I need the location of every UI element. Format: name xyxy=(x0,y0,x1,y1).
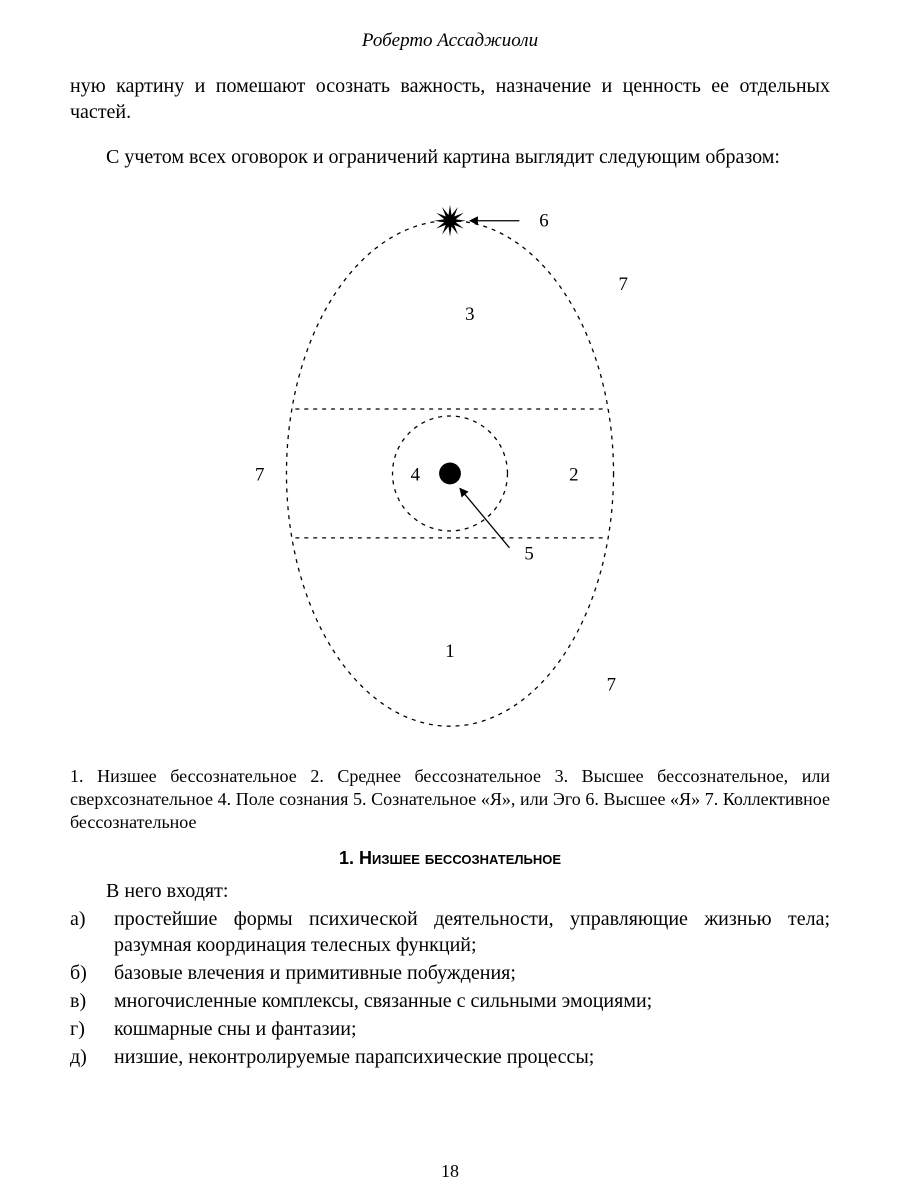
label-7-left: 7 xyxy=(255,464,264,485)
list-marker: г) xyxy=(70,1016,114,1042)
label-2: 2 xyxy=(569,464,578,485)
egg-diagram: 1 2 3 4 5 6 7 7 7 xyxy=(70,191,830,751)
label-4: 4 xyxy=(411,464,421,485)
label-5: 5 xyxy=(524,543,533,564)
label-3: 3 xyxy=(465,304,474,325)
paragraph-intro: С учетом всех оговорок и ограничений кар… xyxy=(70,145,830,171)
paragraph-continuation: ную картину и помешают осознать важность… xyxy=(70,74,830,125)
list-marker: в) xyxy=(70,988,114,1014)
list-text: базовые влечения и примитивные побуждени… xyxy=(114,960,830,986)
list-item: а)простейшие формы психической деятельно… xyxy=(70,906,830,958)
list-item: г)кошмарные сны и фантазии; xyxy=(70,1016,830,1042)
lettered-list: а)простейшие формы психической деятельно… xyxy=(70,906,830,1070)
list-marker: б) xyxy=(70,960,114,986)
egg-diagram-svg: 1 2 3 4 5 6 7 7 7 xyxy=(190,191,710,746)
list-text: простейшие формы психической деятельност… xyxy=(114,906,830,958)
label-7-top: 7 xyxy=(618,274,627,295)
list-item: в)многочисленные комплексы, связанные с … xyxy=(70,988,830,1014)
label-1: 1 xyxy=(445,641,454,662)
page: Роберто Ассаджиоли ную картину и помешаю… xyxy=(0,0,900,1200)
list-item: д)низшие, неконтролируемые парапсихическ… xyxy=(70,1044,830,1070)
diagram-caption: 1. Низшее бессознательное 2. Среднее бес… xyxy=(70,765,830,834)
section-title-rest: изшее бессознательное xyxy=(372,848,561,868)
list-text: кошмарные сны и фантазии; xyxy=(114,1016,830,1042)
star-icon xyxy=(434,205,466,237)
label-6: 6 xyxy=(539,210,548,231)
center-dot xyxy=(439,462,461,484)
list-intro: В него входят: xyxy=(70,879,830,905)
arrow-to-dot xyxy=(460,488,510,547)
list-text: низшие, неконтролируемые парапсихические… xyxy=(114,1044,830,1070)
list-item: б)базовые влечения и примитивные побужде… xyxy=(70,960,830,986)
list-text: многочисленные комплексы, связанные с си… xyxy=(114,988,830,1014)
label-7-bottom: 7 xyxy=(607,674,616,695)
section-heading: 1. Низшее бессознательное xyxy=(70,848,830,869)
section-number: 1. xyxy=(339,848,354,868)
list-marker: а) xyxy=(70,906,114,958)
section-title-first: Н xyxy=(359,848,372,868)
running-head: Роберто Ассаджиоли xyxy=(70,30,830,52)
list-marker: д) xyxy=(70,1044,114,1070)
page-number: 18 xyxy=(0,1161,900,1182)
